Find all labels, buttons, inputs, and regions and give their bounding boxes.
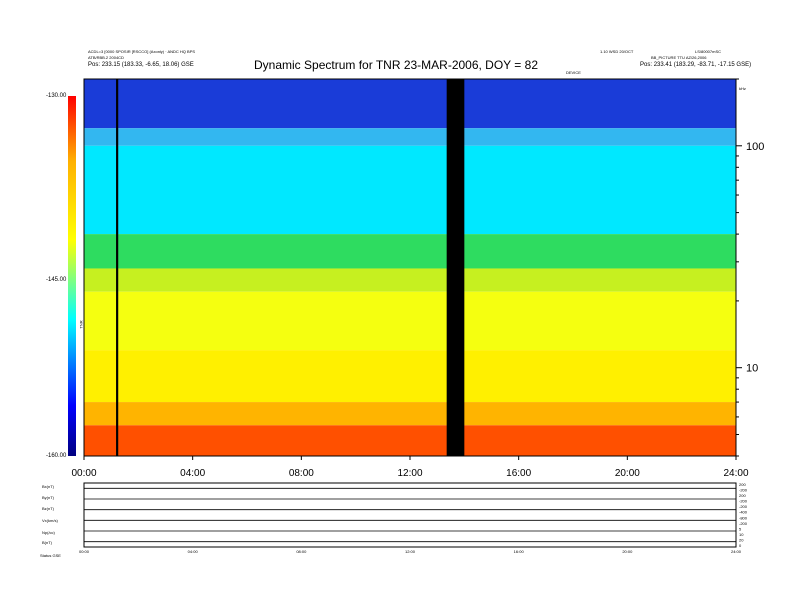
- x-tick-label-5: 20:00: [615, 468, 640, 479]
- header-right-line-1: 1.10 WSD 20/OCT: [600, 49, 634, 54]
- lower-right-tick-2: 200: [739, 493, 746, 498]
- panel-label-by: By(nT): [42, 495, 54, 500]
- y-axis-label: kHz: [739, 86, 746, 91]
- header-left-pos-label: Pos:: [88, 62, 101, 68]
- header-right-line-2: LS/80007mSC: [695, 49, 722, 54]
- lower-x-tick-1: 04:00: [188, 549, 199, 554]
- x-tick-label-1: 04:00: [180, 468, 205, 479]
- header-right-line-3: BB_PICTURE TTU AZ/26,2006: [651, 55, 707, 60]
- y-tick-label-0: 10: [746, 363, 758, 375]
- footer-status: Status GSE: [40, 553, 61, 558]
- spectrum-band-0: [84, 79, 736, 129]
- x-tick-label-0: 00:00: [71, 468, 96, 479]
- lower-right-tick-10: 20: [739, 537, 744, 542]
- spectrum-band-5: [84, 291, 736, 351]
- lower-x-tick-6: 24:00: [731, 549, 742, 554]
- panel-label-b: B(nT): [42, 540, 52, 545]
- lower-right-tick-9: 10: [739, 532, 744, 537]
- spectrum-band-1: [84, 128, 736, 146]
- lower-panels-frame: [83, 482, 737, 548]
- lower-x-tick-4: 16:00: [514, 549, 525, 554]
- lower-right-tick-6: -800: [739, 515, 748, 520]
- y-tick-label-1: 100: [746, 141, 764, 153]
- header-right-pos-label: Pos:: [640, 62, 653, 68]
- panel-label-bz: Bz(nT): [42, 506, 54, 511]
- panel-label-np: Np(/cc): [42, 530, 55, 535]
- spectrum-band-2: [84, 145, 736, 235]
- lower-x-tick-0: 00:00: [79, 549, 90, 554]
- lower-right-tick-1: -200: [739, 488, 748, 493]
- colorbar: [68, 96, 76, 456]
- header-left-line-1: ACDL=3 [0000 SPOSIR [RSCCO] (Axonly) · A…: [88, 49, 196, 54]
- lower-x-tick-5: 20:00: [622, 549, 633, 554]
- spectrum-band-3: [84, 234, 736, 269]
- colorbar-tick-top: -130.00: [46, 93, 67, 99]
- header-device-label: DEVICE: [566, 70, 581, 75]
- lower-right-tick-3: -200: [739, 499, 748, 504]
- data-gap-0: [116, 79, 119, 456]
- x-tick-label-4: 16:00: [506, 468, 531, 479]
- x-tick-label-2: 08:00: [289, 468, 314, 479]
- colorbar-tick-bottom: -160.00: [46, 453, 67, 459]
- data-gap-1: [446, 79, 465, 456]
- spectrum-band-7: [84, 402, 736, 426]
- lower-right-tick-0: 200: [739, 482, 746, 487]
- header-left-pos-value: 233.15 (183.33, -6.65, 18.06) GSE: [101, 62, 194, 68]
- lower-right-tick-11: 0: [739, 543, 742, 548]
- panel-label-vx: Vx(km/s): [42, 518, 58, 523]
- x-tick-label-3: 12:00: [397, 468, 422, 479]
- colorbar-tick-mid: -145.00: [46, 277, 67, 283]
- header-left-line-2: ATB/RBB.2 2004CD: [88, 55, 124, 60]
- spectrum-band-8: [84, 425, 736, 456]
- lower-x-tick-3: 12:00: [405, 549, 416, 554]
- lower-right-tick-4: -200: [739, 504, 748, 509]
- spectrum-band-4: [84, 268, 736, 292]
- panel-label-bx: Bx(nT): [42, 484, 54, 489]
- chart-title: Dynamic Spectrum for TNR 23-MAR-2006, DO…: [254, 58, 538, 72]
- lower-right-tick-5: -400: [739, 510, 748, 515]
- lower-right-tick-7: -200: [739, 521, 748, 526]
- lower-right-tick-8: 5: [739, 526, 742, 531]
- spectrum-band-6: [84, 350, 736, 403]
- header-right-pos-value: 233.41 (183.29, -83.71, -17.15 GSE): [653, 62, 752, 68]
- lower-x-tick-2: 08:00: [296, 549, 307, 554]
- x-tick-label-6: 24:00: [723, 468, 748, 479]
